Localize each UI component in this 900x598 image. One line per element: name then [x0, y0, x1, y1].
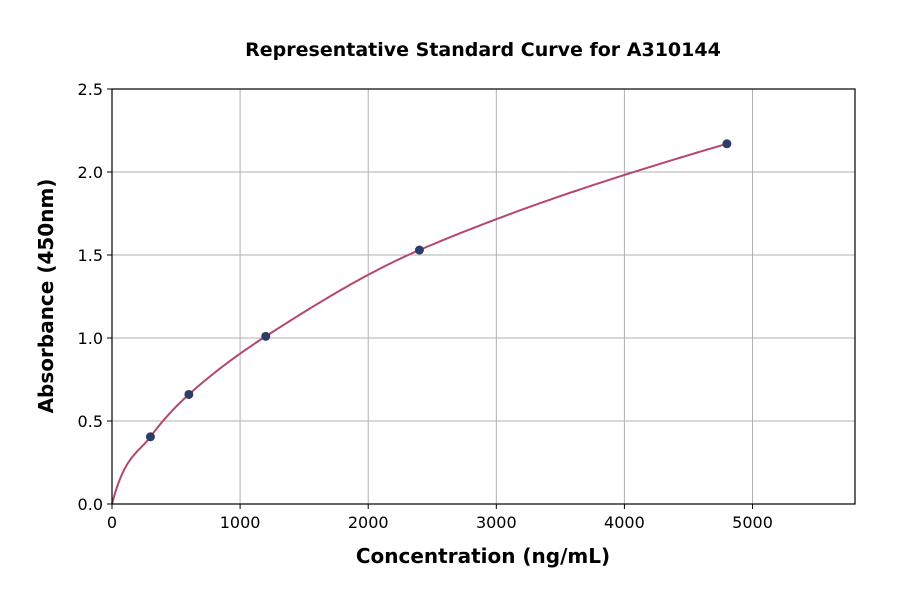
- fit-curve: [111, 142, 728, 505]
- data-point: [261, 331, 271, 341]
- x-tick-label: 0: [107, 513, 117, 532]
- grid: [111, 88, 855, 505]
- plot-frame: [111, 88, 856, 505]
- ticks: 0 1000 2000 3000 4000 5000 0.0 0.5 1.0 1.5 2.0 2.5: [78, 80, 773, 532]
- x-tick-label: 5000: [732, 513, 773, 532]
- data-point: [414, 245, 424, 255]
- y-tick-label: 1.5: [78, 246, 103, 265]
- y-tick-label: 1.0: [78, 329, 103, 348]
- x-tick-label: 2000: [348, 513, 389, 532]
- data-points: [145, 139, 732, 442]
- y-tick-label: 2.0: [78, 163, 103, 182]
- data-point: [184, 389, 194, 399]
- y-tick-label: 2.5: [78, 80, 103, 99]
- y-tick-label: 0.0: [78, 495, 103, 514]
- x-tick-label: 3000: [476, 513, 517, 532]
- chart-title: Representative Standard Curve for A31014…: [245, 39, 721, 61]
- data-point: [722, 139, 732, 149]
- data-point: [145, 432, 155, 442]
- x-axis-label: Concentration (ng/mL): [356, 544, 610, 568]
- y-tick-label: 0.5: [78, 412, 103, 431]
- x-tick-label: 4000: [604, 513, 645, 532]
- x-tick-label: 1000: [220, 513, 261, 532]
- y-axis-label: Absorbance (450nm): [34, 179, 58, 414]
